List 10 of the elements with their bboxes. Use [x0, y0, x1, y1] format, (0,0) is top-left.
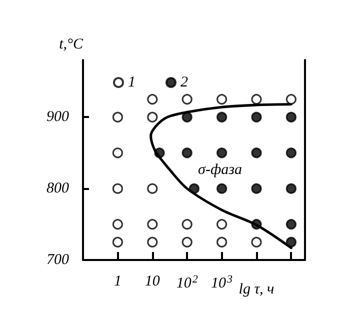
annotation: σ-фаза: [198, 162, 242, 178]
x-tick-label: 10: [144, 274, 160, 290]
y-tick-label: 800: [46, 180, 70, 197]
y-axis-title: t,°C: [59, 36, 84, 52]
x-axis-title: lg τ, ч: [238, 282, 274, 298]
legend-label: 1: [128, 74, 136, 90]
x-tick-label: 1: [114, 274, 122, 290]
legend-label: 2: [180, 74, 188, 90]
y-tick-label: 700: [46, 252, 70, 268]
y-tick-label: 900: [46, 109, 70, 126]
